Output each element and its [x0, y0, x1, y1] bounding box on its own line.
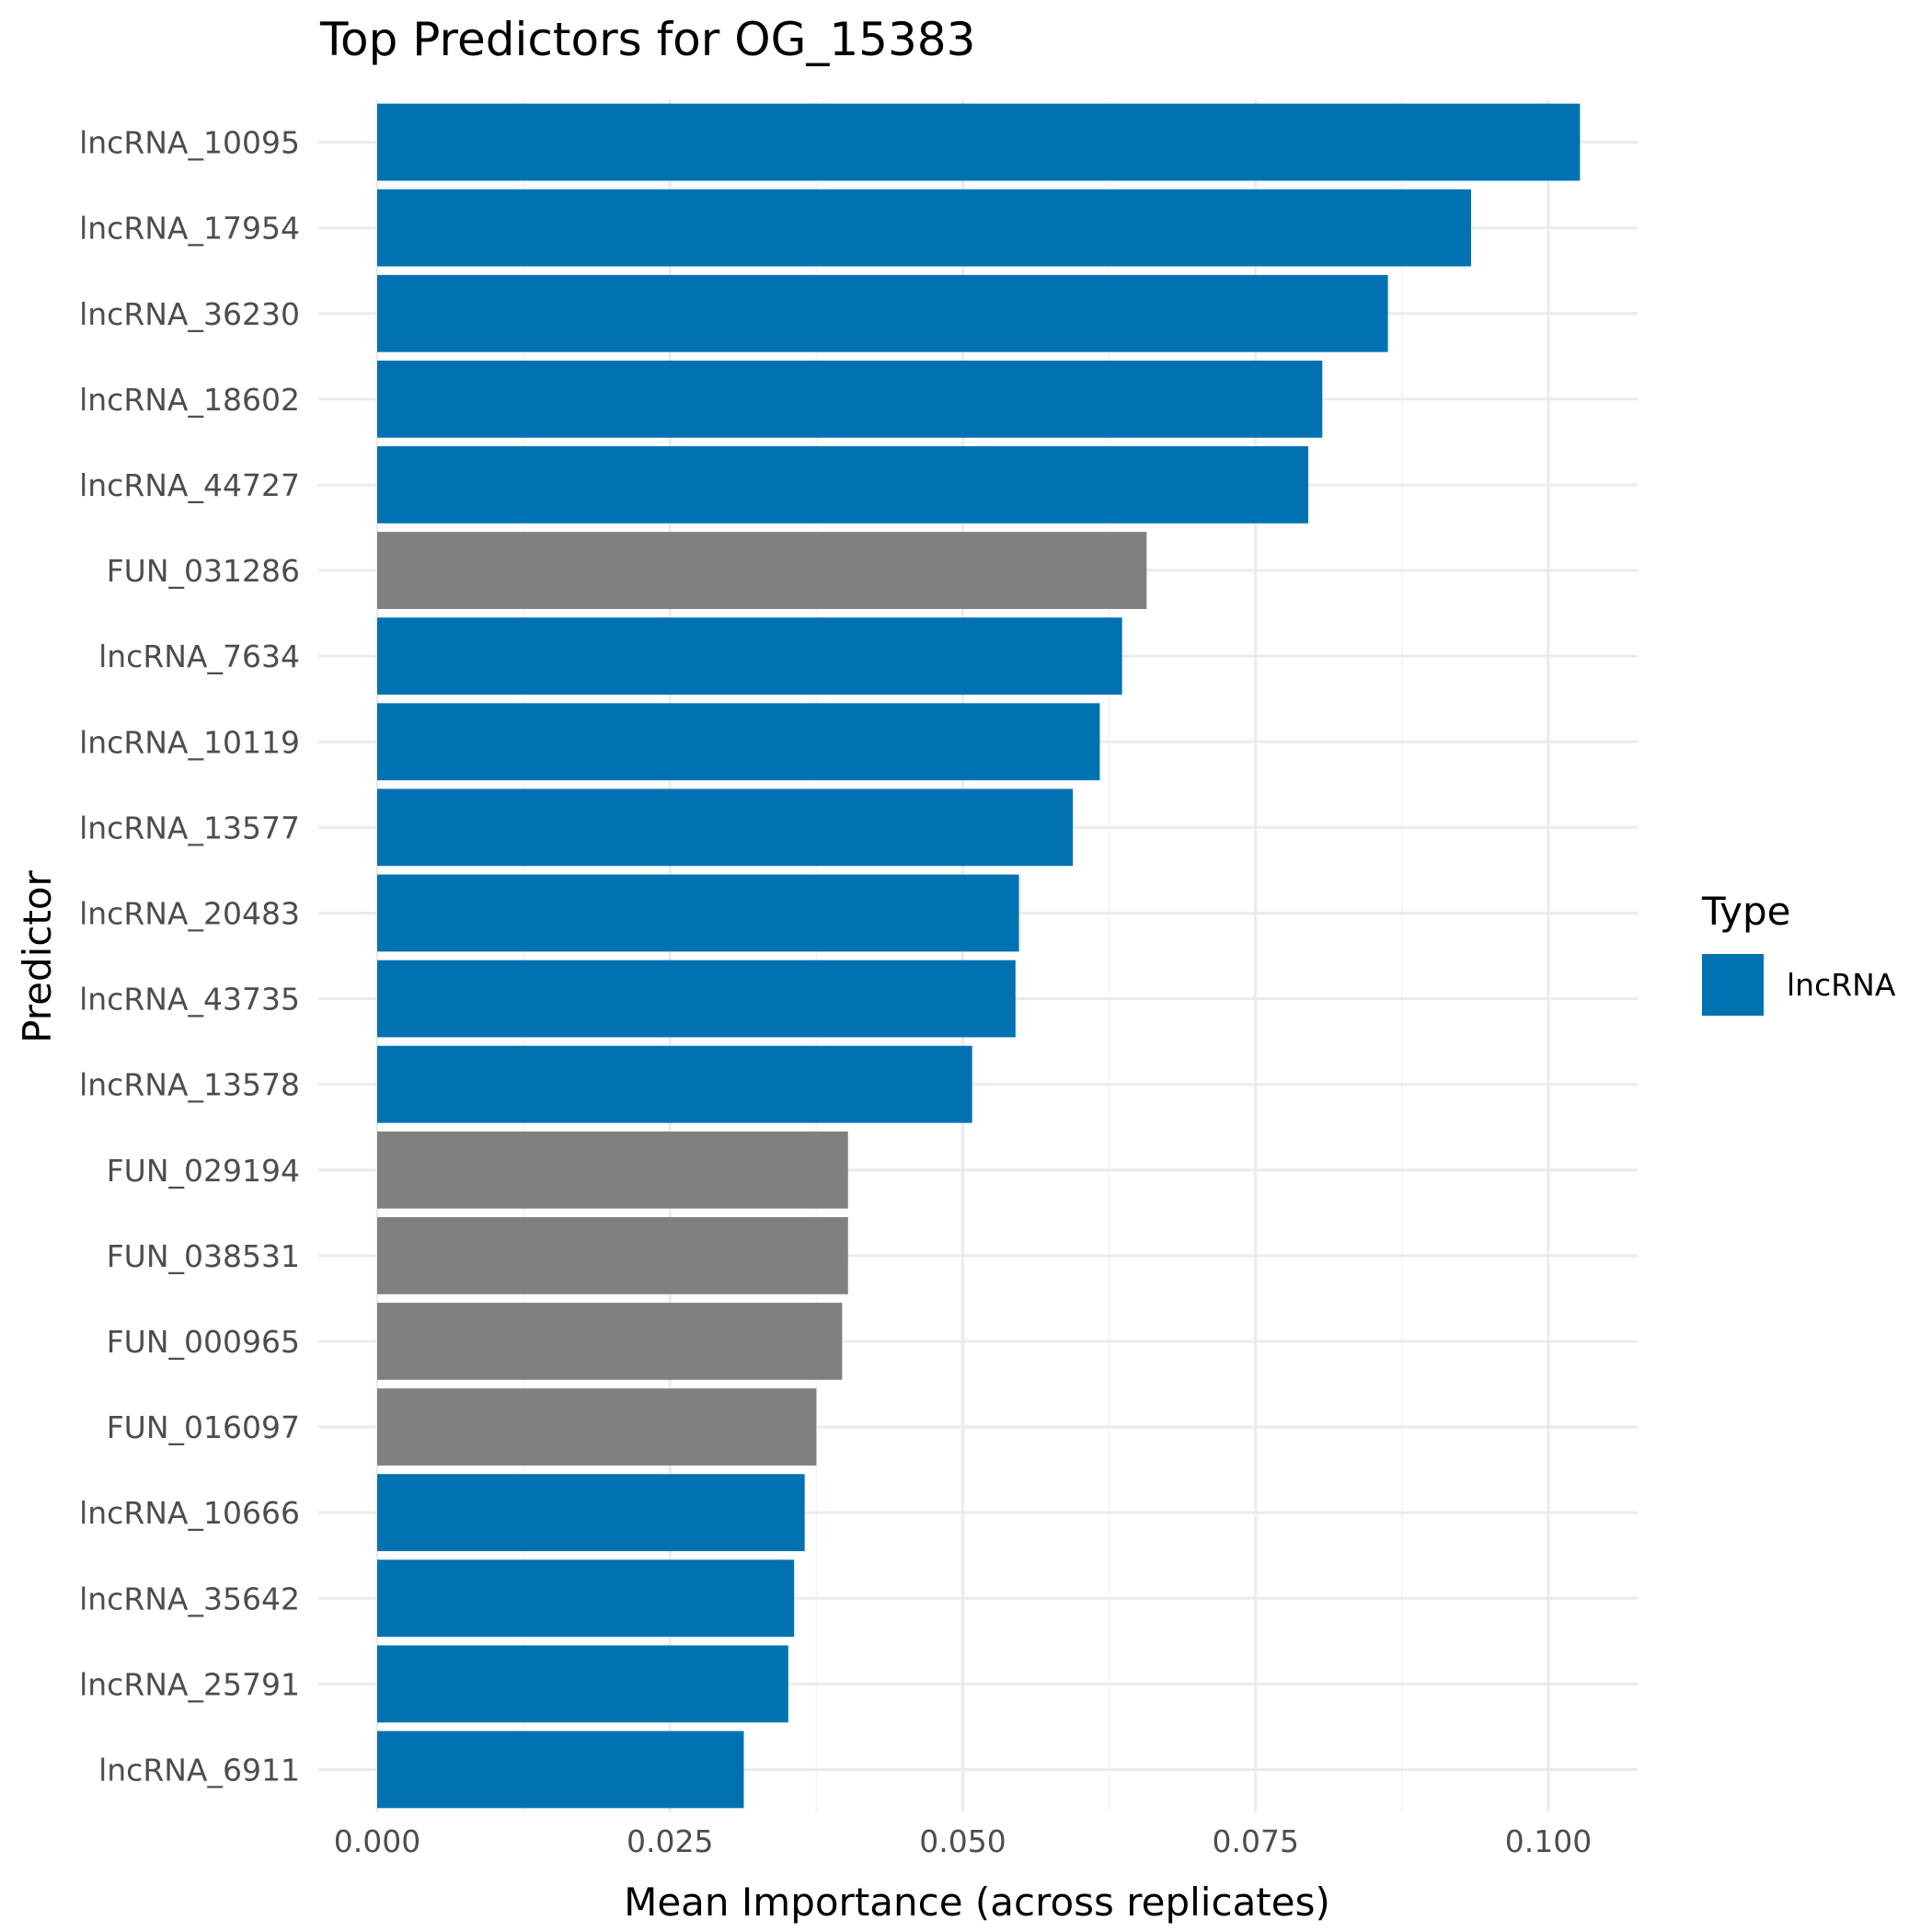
y-tick-label: lncRNA_10095	[79, 125, 300, 161]
bar-lncrna_25791	[377, 1645, 788, 1723]
y-tick-label: lncRNA_13578	[79, 1067, 300, 1103]
bar-lncrna_13578	[377, 1045, 972, 1123]
bar-lncrna_10119	[377, 703, 1100, 781]
bar-lncrna_13577	[377, 788, 1074, 867]
legend: Type lncRNA	[1701, 889, 1896, 1016]
x-tick-label: 0.075	[1213, 1823, 1299, 1859]
bar-fun_038531	[377, 1216, 848, 1294]
y-axis-tick-labels: lncRNA_10095 lncRNA_17954 lncRNA_36230 lncR…	[79, 125, 300, 1788]
bars	[377, 103, 1581, 1809]
y-tick-label: FUN_029194	[107, 1153, 300, 1189]
y-tick-label: lncRNA_25791	[79, 1666, 300, 1702]
y-tick-label: lncRNA_7634	[98, 638, 300, 674]
bar-lncrna_43735	[377, 960, 1016, 1038]
bar-fun_029194	[377, 1131, 848, 1209]
bar-lncrna_44727	[377, 446, 1309, 523]
bar-fun_031286	[377, 532, 1147, 609]
y-tick-label: lncRNA_43735	[79, 982, 300, 1018]
bar-fun_000965	[377, 1303, 843, 1380]
y-tick-label: lncRNA_10119	[79, 724, 300, 760]
bar-lncrna_20483	[377, 874, 1019, 952]
y-tick-label: lncRNA_10666	[79, 1495, 300, 1531]
y-tick-label: FUN_031286	[107, 553, 300, 589]
y-tick-label: lncRNA_17954	[79, 211, 300, 247]
bar-lncrna_10666	[377, 1474, 805, 1552]
bar-lncrna_18602	[377, 360, 1323, 438]
x-tick-label: 0.100	[1505, 1823, 1592, 1859]
x-axis-title: Mean Importance (across replicates)	[624, 1880, 1330, 1925]
major-gridlines	[318, 99, 1638, 1812]
y-tick-label: FUN_016097	[107, 1409, 300, 1445]
y-tick-label: FUN_038531	[107, 1238, 300, 1274]
x-tick-label: 0.025	[627, 1823, 713, 1859]
y-tick-label: lncRNA_20483	[79, 895, 300, 931]
y-tick-label: lncRNA_6911	[98, 1752, 300, 1788]
bar-lncrna_35642	[377, 1559, 795, 1638]
bar-lncrna_10095	[377, 103, 1581, 181]
y-tick-label: lncRNA_36230	[79, 296, 300, 332]
y-tick-label: FUN_000965	[107, 1324, 300, 1360]
bar-lncrna_36230	[377, 274, 1388, 352]
legend-label-lncrna: lncRNA	[1787, 967, 1896, 1003]
legend-title: Type	[1701, 889, 1790, 934]
y-tick-label: lncRNA_18602	[79, 382, 300, 418]
bar-lncrna_17954	[377, 189, 1471, 267]
bar-lncrna_7634	[377, 617, 1122, 696]
chart-title: Top Predictors for OG_15383	[319, 13, 975, 66]
y-axis-title: Predictor	[15, 869, 60, 1042]
x-axis-tick-labels: 0.000 0.025 0.050 0.075 0.100	[334, 1823, 1592, 1859]
y-tick-label: lncRNA_44727	[79, 467, 300, 503]
bar-fun_016097	[377, 1388, 817, 1466]
x-tick-label: 0.050	[919, 1823, 1006, 1859]
y-tick-label: lncRNA_35642	[79, 1581, 300, 1616]
y-tick-label: lncRNA_13577	[79, 810, 300, 845]
x-tick-label: 0.000	[334, 1823, 420, 1859]
legend-key-lncrna	[1702, 954, 1764, 1016]
bar-lncrna_6911	[377, 1731, 744, 1809]
